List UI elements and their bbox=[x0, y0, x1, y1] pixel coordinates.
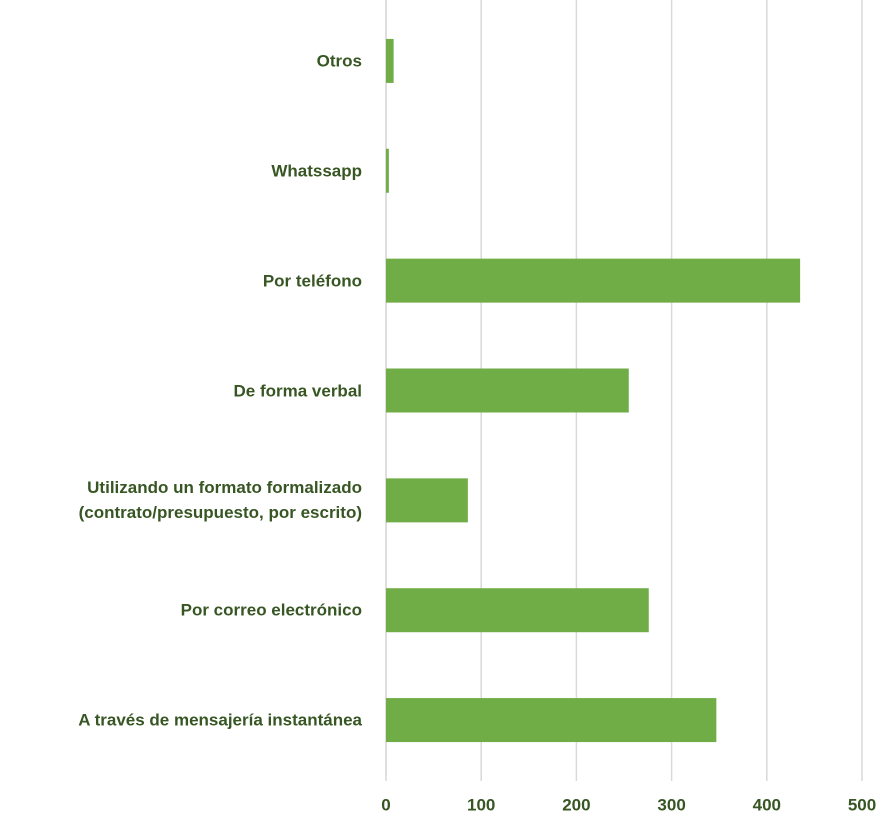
x-tick-label: 400 bbox=[753, 795, 781, 814]
x-tick-label: 300 bbox=[657, 795, 685, 814]
bar bbox=[386, 698, 717, 743]
category-label: Otros bbox=[316, 51, 362, 71]
category-label: A través de mensajería instantánea bbox=[78, 710, 362, 730]
category-label: De forma verbal bbox=[233, 381, 363, 400]
category-label: Utilizando un formato formalizado (contr… bbox=[78, 478, 362, 523]
x-tick-label: 200 bbox=[562, 795, 590, 814]
bar bbox=[386, 588, 649, 633]
category-label: Por teléfono bbox=[262, 271, 362, 291]
x-tick-label: 0 bbox=[381, 795, 390, 814]
x-tick-label: 500 bbox=[848, 795, 876, 814]
x-tick-label: 100 bbox=[467, 795, 495, 814]
category-label: Por correo electrónico bbox=[180, 600, 362, 620]
category-label: Whatssapp bbox=[271, 161, 362, 181]
bar bbox=[386, 478, 468, 523]
bar bbox=[386, 368, 629, 413]
bar bbox=[386, 258, 801, 303]
bar bbox=[386, 148, 389, 193]
bar bbox=[386, 38, 394, 83]
